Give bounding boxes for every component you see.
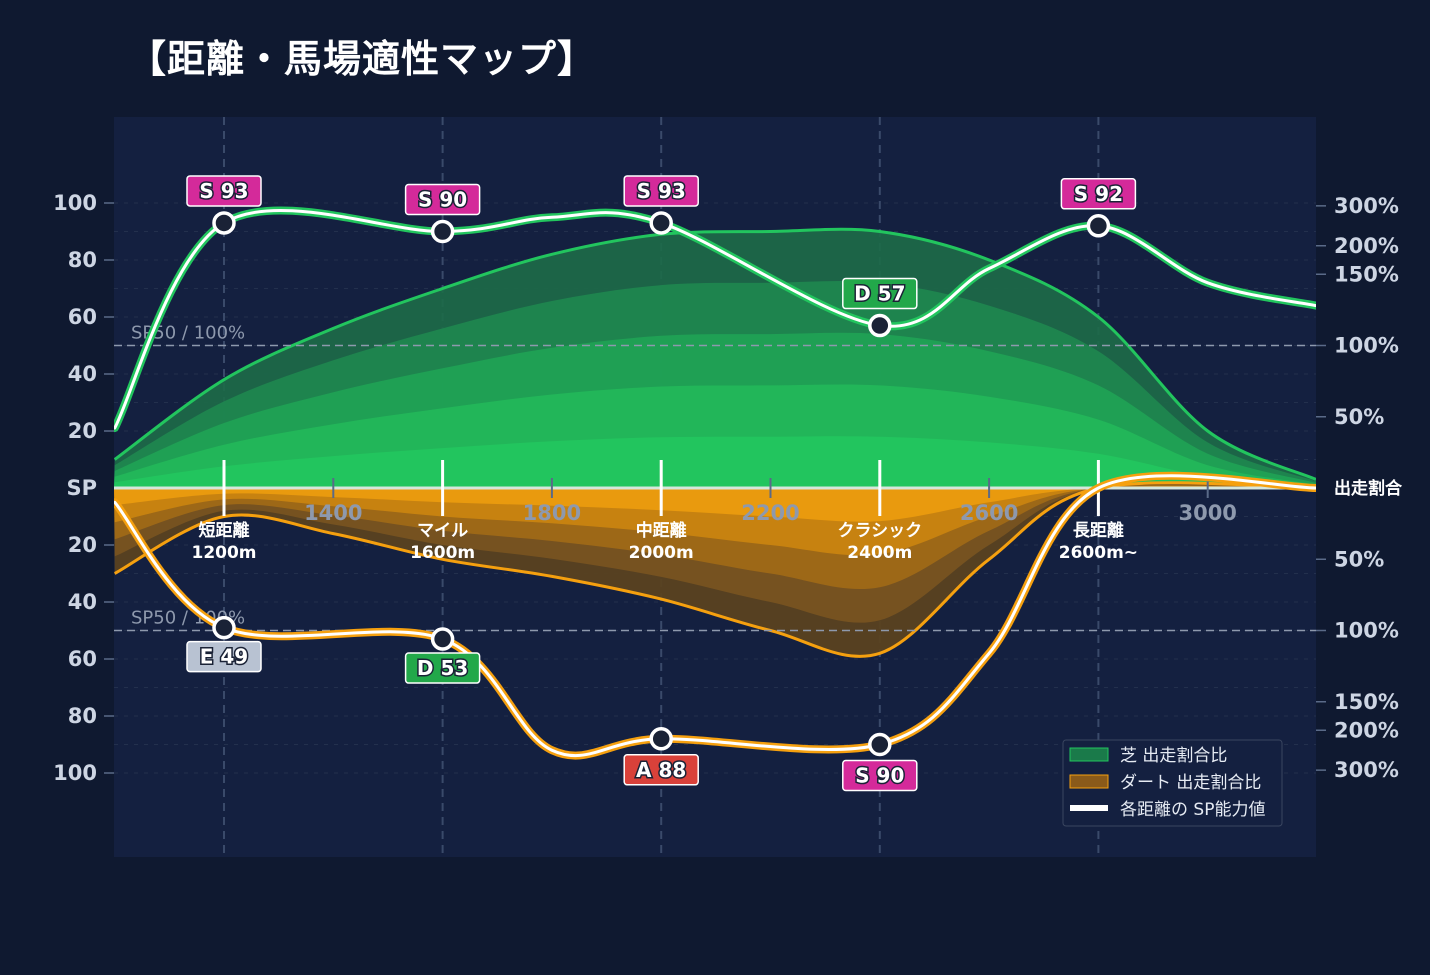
y-right-tick-label: 150%: [1334, 262, 1399, 286]
category-label: 短距離: [199, 520, 250, 541]
rank-badge: [623, 754, 699, 786]
x-tick-label: 3000: [1178, 501, 1236, 525]
y-right-tick-label: 300%: [1334, 194, 1399, 218]
category-sublabel: 2600m~: [1059, 543, 1138, 563]
y-left-tick-label: 20: [68, 533, 97, 557]
category-label: 長距離: [1073, 520, 1124, 541]
y-left-tick-label: 40: [68, 590, 97, 614]
y-right-tick-label: 100%: [1334, 334, 1399, 358]
category-label: 中距離: [636, 520, 687, 541]
y-left-tick-label: 100: [53, 191, 97, 215]
category-sublabel: 1600m: [410, 543, 475, 563]
sp-marker: [212, 615, 236, 640]
rank-badge-label: E 49: [200, 645, 248, 669]
axes: 1400 1800 2200 2600 3000短距離1200mマイル1600m中距離2…: [53, 191, 1403, 785]
dirt-area-layer-5: [114, 486, 1316, 522]
category-sublabel: 1200m: [191, 543, 256, 563]
y-left-tick-label: 100: [53, 761, 97, 785]
y-right-tick-label: 300%: [1334, 758, 1399, 782]
rank-badge: [404, 652, 481, 684]
y-left-zero-label: SP: [66, 476, 97, 500]
sp-marker: [430, 627, 455, 651]
y-right-tick-label: 200%: [1334, 234, 1399, 258]
legend-box: [1062, 739, 1283, 827]
sp-marker: [868, 313, 892, 338]
legend: 芝 出走割合比 ダート 出走割合比 各距離の SP能力値: [1062, 739, 1283, 827]
legend-label-dirt: ダート 出走割合比: [1120, 773, 1261, 793]
legend-swatch-sp: [1070, 805, 1108, 811]
sp-marker: [430, 219, 455, 244]
sp-marker: [212, 211, 236, 235]
rank-badge: [623, 175, 699, 207]
legend-swatch-turf: [1069, 747, 1109, 762]
rank-badge-label: S 93: [199, 179, 248, 203]
dirt-area-layer-4: [114, 485, 1316, 556]
rank-badge-label: S 92: [1074, 182, 1123, 206]
chart-title: 【距離・馬場適性マップ】: [128, 37, 597, 81]
rank-badge: [1060, 178, 1137, 210]
y-right-tick-label: 50%: [1334, 547, 1384, 571]
y-right-tick-label: 100%: [1334, 619, 1399, 643]
y-left-tick-label: 80: [68, 704, 97, 728]
turf-sp-line: [114, 209, 1316, 430]
rank-badge-label: S 90: [855, 764, 904, 788]
rank-badge: [404, 183, 481, 216]
y-right-tick-label: 200%: [1334, 718, 1399, 742]
category-sublabel: 2000m: [629, 543, 694, 563]
legend-swatch-dirt: [1069, 774, 1109, 789]
y-left-tick-label: 40: [68, 362, 97, 386]
sp-markers: S 93 S 90 S 93 D 57 S 92 E 49 D 53 A 88 S 90: [186, 175, 1137, 792]
category-label: クラシック: [837, 521, 922, 541]
turf-area-layer-5: [114, 436, 1316, 488]
sp-marker: [649, 727, 673, 751]
rank-badge-label: A 88: [636, 758, 686, 782]
turf-ratio-line: [114, 227, 1316, 481]
rank-badge: [842, 277, 918, 310]
x-tick-label: 2600: [960, 501, 1018, 525]
rank-badge: [186, 175, 262, 207]
y-left-tick-label: 60: [68, 305, 97, 329]
dirt-ratio-line: [114, 481, 1316, 658]
x-tick-label: 1800: [523, 501, 581, 525]
legend-label-turf: 芝 出走割合比: [1120, 746, 1227, 766]
rank-badge-label: S 90: [418, 188, 467, 212]
rank-badge-label: D 53: [417, 656, 468, 680]
sp-marker: [1086, 214, 1111, 238]
y-right-tick-label: 50%: [1334, 405, 1384, 429]
reference-line-label: SP50 / 100%: [131, 323, 245, 344]
y-left-tick-label: 80: [68, 248, 97, 272]
rank-badge-label: D 57: [854, 282, 905, 306]
sp-marker: [868, 732, 892, 757]
x-tick-label: 2200: [741, 501, 799, 525]
category-label: マイル: [417, 521, 468, 541]
category-sublabel: 2400m: [847, 543, 912, 563]
rank-badge-label: S 93: [637, 179, 686, 203]
y-right-zero-label: 出走割合: [1334, 478, 1403, 499]
sp-marker: [649, 211, 673, 235]
y-left-tick-label: 60: [68, 647, 97, 671]
rank-badge: [842, 759, 918, 792]
legend-label-sp: 各距離の SP能力値: [1120, 800, 1265, 820]
rank-badge: [186, 640, 262, 673]
y-right-tick-label: 150%: [1334, 690, 1399, 714]
y-left-tick-label: 20: [68, 419, 97, 443]
x-tick-label: 1400: [304, 501, 362, 525]
ratio-areas: [114, 227, 1316, 658]
